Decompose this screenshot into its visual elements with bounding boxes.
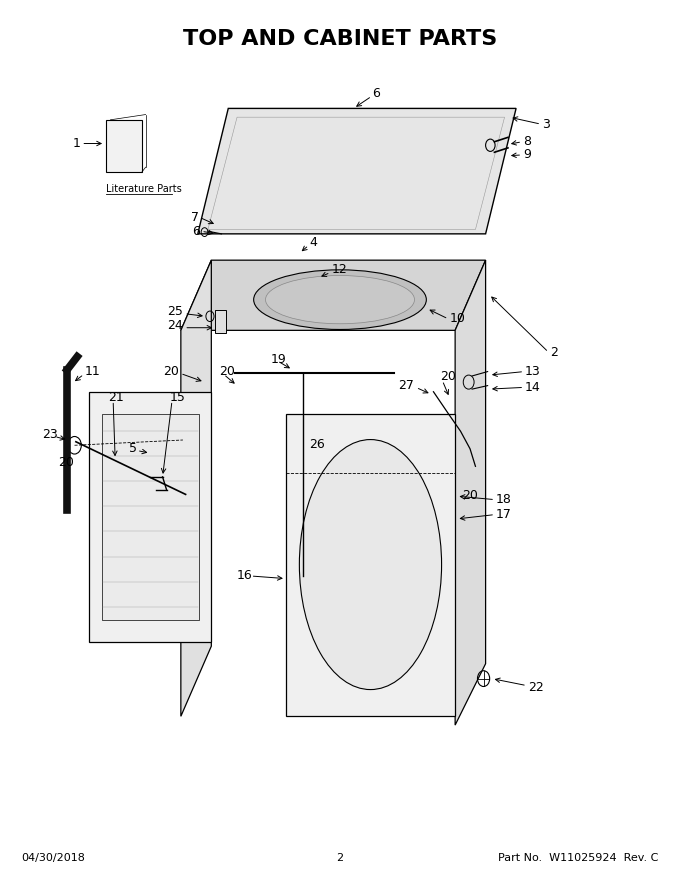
Text: 2: 2	[337, 853, 343, 862]
Text: 20: 20	[163, 365, 179, 378]
Polygon shape	[90, 392, 211, 642]
Ellipse shape	[265, 275, 415, 324]
Text: 22: 22	[528, 681, 544, 693]
Ellipse shape	[254, 270, 426, 329]
Text: 18: 18	[496, 493, 511, 506]
Text: 10: 10	[449, 312, 466, 326]
Text: 21: 21	[108, 392, 124, 405]
Text: 11: 11	[85, 365, 101, 378]
Text: Literature Parts: Literature Parts	[105, 184, 182, 194]
Text: 3: 3	[542, 118, 549, 131]
Ellipse shape	[299, 440, 441, 690]
Text: 19: 19	[271, 353, 287, 366]
Text: 1: 1	[73, 137, 80, 150]
Text: 2: 2	[550, 346, 558, 359]
Text: 15: 15	[169, 392, 185, 405]
Text: 27: 27	[398, 379, 415, 392]
Text: 04/30/2018: 04/30/2018	[22, 853, 86, 862]
Text: 20: 20	[462, 488, 478, 502]
Text: 20: 20	[220, 365, 235, 378]
Text: 16: 16	[237, 569, 253, 583]
Text: 6: 6	[192, 224, 200, 238]
Text: 17: 17	[496, 508, 511, 521]
Polygon shape	[286, 414, 455, 716]
Polygon shape	[101, 414, 199, 620]
Text: 24: 24	[167, 319, 183, 333]
Text: 26: 26	[309, 438, 325, 451]
Polygon shape	[216, 310, 226, 333]
Text: 9: 9	[523, 149, 530, 161]
Polygon shape	[208, 117, 505, 230]
Text: 6: 6	[373, 87, 380, 100]
Text: 12: 12	[331, 263, 347, 276]
Text: 20: 20	[440, 370, 456, 384]
Text: 4: 4	[309, 236, 318, 249]
Text: 20: 20	[58, 457, 73, 469]
Polygon shape	[181, 260, 486, 330]
Text: 7: 7	[191, 210, 199, 224]
Text: 14: 14	[525, 381, 541, 394]
Text: TOP AND CABINET PARTS: TOP AND CABINET PARTS	[183, 29, 497, 49]
Text: Part No.  W11025924  Rev. C: Part No. W11025924 Rev. C	[498, 853, 658, 862]
Text: 8: 8	[523, 136, 531, 148]
Polygon shape	[455, 260, 486, 725]
Text: 23: 23	[42, 429, 58, 441]
Text: 13: 13	[525, 365, 541, 378]
Polygon shape	[181, 260, 211, 716]
Bar	[106, 120, 141, 172]
Text: 25: 25	[167, 305, 183, 319]
Polygon shape	[198, 108, 516, 234]
Text: 5: 5	[129, 443, 137, 455]
